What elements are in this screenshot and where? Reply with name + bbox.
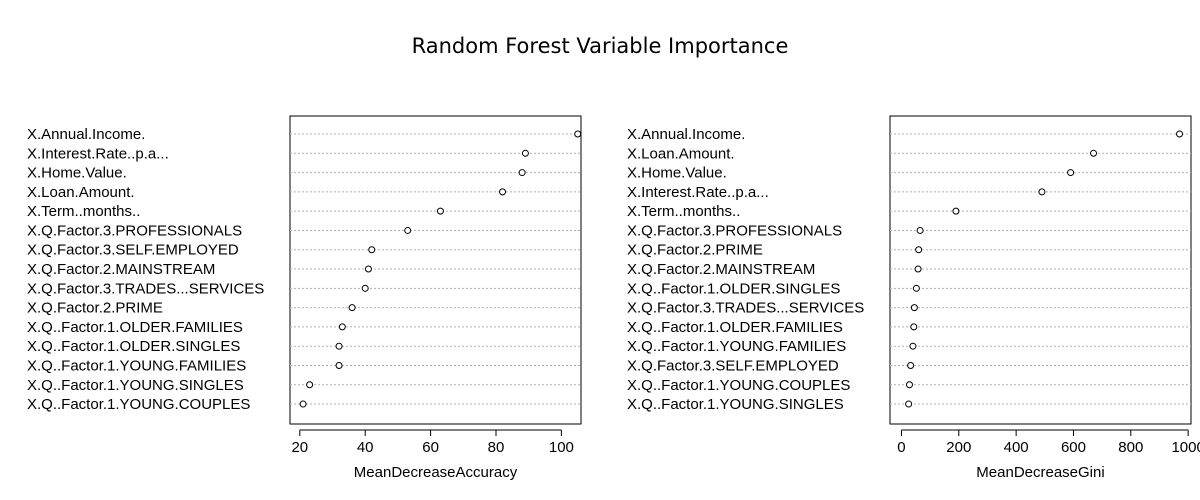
gini-data-point — [1176, 130, 1184, 138]
gini-data-point — [915, 246, 923, 254]
accuracy-x-axis-label: MeanDecreaseAccuracy — [354, 464, 518, 481]
accuracy-category-label: X.Q..Factor.1.OLDER.FAMILIES — [27, 319, 243, 336]
gini-x-tick-label: 800 — [1118, 439, 1143, 456]
accuracy-category-label: X.Q..Factor.1.YOUNG.COUPLES — [27, 396, 250, 413]
gini-category-label: X.Q..Factor.1.YOUNG.COUPLES — [627, 377, 850, 394]
accuracy-data-point — [368, 246, 376, 254]
accuracy-x-tick-label: 60 — [422, 439, 439, 456]
gini-data-point — [952, 207, 960, 215]
gini-category-label: X.Interest.Rate..p.a... — [627, 184, 769, 201]
accuracy-category-label: X.Q.Factor.2.MAINSTREAM — [27, 261, 215, 278]
gini-category-label: X.Q.Factor.3.TRADES...SERVICES — [627, 300, 864, 317]
accuracy-category-label: X.Q.Factor.2.PRIME — [27, 300, 163, 317]
gini-x-tick-label: 200 — [946, 439, 971, 456]
accuracy-data-point — [574, 130, 582, 138]
accuracy-panel: X.Annual.Income. X.Interest.Rate..p.a... X… — [27, 115, 582, 481]
accuracy-data-point — [499, 188, 507, 196]
gini-category-label: X.Q.Factor.3.PROFESSIONALS — [627, 222, 842, 239]
gini-data-point — [910, 323, 918, 331]
gini-category-label: X.Term..months.. — [627, 203, 740, 220]
accuracy-data-point — [335, 361, 343, 369]
gini-data-point — [1067, 169, 1075, 177]
accuracy-data-point — [364, 265, 372, 273]
gini-category-label: X.Annual.Income. — [627, 126, 745, 143]
gini-data-point — [905, 381, 913, 389]
gini-data-point — [912, 284, 920, 292]
accuracy-category-label: X.Home.Value. — [27, 165, 127, 182]
accuracy-x-tick-label: 100 — [549, 439, 574, 456]
accuracy-data-point — [436, 207, 444, 215]
gini-x-tick-label: 1000 — [1171, 439, 1200, 456]
accuracy-data-point — [348, 304, 356, 312]
accuracy-x-tick-label: 20 — [291, 439, 308, 456]
chart-title: Random Forest Variable Importance — [411, 34, 789, 58]
accuracy-data-point — [361, 284, 369, 292]
gini-data-point — [916, 226, 924, 234]
gini-data-point — [907, 361, 915, 369]
accuracy-category-label: X.Q..Factor.1.YOUNG.SINGLES — [27, 377, 244, 394]
accuracy-data-point — [518, 169, 526, 177]
gini-category-label: X.Q..Factor.1.OLDER.FAMILIES — [627, 319, 843, 336]
accuracy-plot-frame — [289, 115, 582, 425]
gini-data-point — [909, 342, 917, 350]
gini-data-point — [910, 304, 918, 312]
accuracy-category-label: X.Term..months.. — [27, 203, 140, 220]
accuracy-category-label: X.Loan.Amount. — [27, 184, 135, 201]
accuracy-data-point — [306, 381, 314, 389]
accuracy-data-point — [338, 323, 346, 331]
accuracy-x-tick-label: 80 — [488, 439, 505, 456]
gini-category-label: X.Q.Factor.2.PRIME — [627, 242, 763, 259]
gini-x-tick-label: 0 — [897, 439, 905, 456]
gini-category-label: X.Q..Factor.1.YOUNG.SINGLES — [627, 396, 844, 413]
accuracy-category-label: X.Interest.Rate..p.a... — [27, 145, 169, 162]
gini-plot-frame — [889, 115, 1192, 425]
gini-data-point — [914, 265, 922, 273]
accuracy-category-label: X.Q..Factor.1.YOUNG.FAMILIES — [27, 357, 246, 374]
accuracy-category-label: X.Q.Factor.3.TRADES...SERVICES — [27, 280, 264, 297]
gini-category-label: X.Q.Factor.3.SELF.EMPLOYED — [627, 357, 839, 374]
gini-category-label: X.Q.Factor.2.MAINSTREAM — [627, 261, 815, 278]
gini-data-point — [1090, 149, 1098, 157]
accuracy-category-label: X.Annual.Income. — [27, 126, 145, 143]
accuracy-category-label: X.Q.Factor.3.SELF.EMPLOYED — [27, 242, 239, 259]
gini-x-tick-label: 600 — [1061, 439, 1086, 456]
gini-category-label: X.Q..Factor.1.OLDER.SINGLES — [627, 280, 840, 297]
accuracy-data-point — [299, 400, 307, 408]
accuracy-data-point — [335, 342, 343, 350]
accuracy-x-tick-label: 40 — [357, 439, 374, 456]
gini-data-point — [905, 400, 913, 408]
accuracy-category-label: X.Q.Factor.3.PROFESSIONALS — [27, 222, 242, 239]
gini-x-axis-label: MeanDecreaseGini — [976, 464, 1104, 481]
accuracy-data-point — [521, 149, 529, 157]
accuracy-category-label: X.Q..Factor.1.OLDER.SINGLES — [27, 338, 240, 355]
gini-panel: X.Annual.Income. X.Loan.Amount. X.Home.Val… — [627, 115, 1200, 481]
gini-category-label: X.Loan.Amount. — [627, 145, 735, 162]
gini-category-label: X.Q..Factor.1.YOUNG.FAMILIES — [627, 338, 846, 355]
accuracy-data-point — [404, 226, 412, 234]
gini-x-tick-label: 400 — [1004, 439, 1029, 456]
gini-category-label: X.Home.Value. — [627, 165, 727, 182]
gini-data-point — [1038, 188, 1046, 196]
